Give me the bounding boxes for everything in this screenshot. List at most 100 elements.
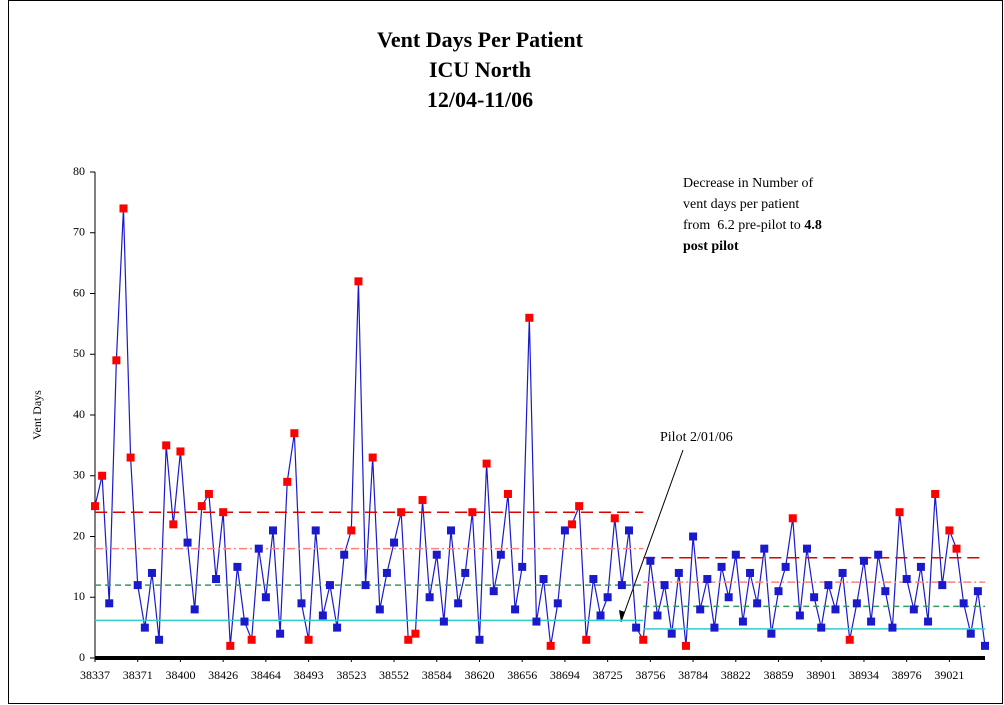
data-point [340,550,349,559]
data-point [902,575,911,584]
data-point [845,635,854,644]
data-point [909,605,918,614]
data-point [660,581,669,590]
x-tick-label: 38620 [464,668,494,682]
data-point [703,575,712,584]
annotation: post pilot [683,239,739,254]
data-point [126,453,135,462]
x-tick-label: 38426 [208,668,238,682]
data-point [382,568,391,577]
data-point [418,496,427,505]
annotation: from 6.2 pre-pilot to [683,218,804,233]
data-point [803,544,811,553]
data-point [98,471,107,480]
pilot-arrow [620,449,684,623]
data-point [368,453,377,462]
x-tick-label: 38552 [379,668,409,682]
data-point [411,629,420,638]
data-point [973,587,982,596]
x-tick-label: 38901 [806,668,836,682]
data-point [731,550,740,559]
data-point [439,617,448,626]
data-point [546,641,555,650]
data-point [959,599,968,608]
data-point [290,429,299,438]
chart-subtitle: 12/04-11/06 [427,87,533,112]
data-point [874,550,883,559]
data-point [133,581,142,590]
y-tick-label: 0 [79,650,85,664]
data-point [461,568,470,577]
data-point [596,611,605,620]
annotation: vent days per patient [683,197,799,212]
y-tick-label: 50 [73,346,85,360]
annotation: from 6.2 pre-pilot to 4.8 [683,218,822,233]
data-point [767,629,776,638]
data-point [432,550,441,559]
data-point [981,641,989,650]
data-point [496,550,505,559]
data-point [945,526,954,535]
data-point [468,508,477,517]
data-point [112,356,121,365]
data-point [425,593,434,602]
data-point [859,556,868,565]
data-point [603,593,612,602]
x-tick-label: 38725 [593,668,623,682]
data-point [924,617,933,626]
data-point [710,623,719,632]
data-point [653,611,662,620]
x-tick-label: 38493 [294,668,324,682]
y-tick-label: 10 [73,589,85,603]
data-point [447,526,455,535]
data-point [489,587,498,596]
data-point [810,593,819,602]
y-tick-label: 60 [73,285,85,299]
data-point [325,581,334,590]
data-point [553,599,562,608]
chart-title: Vent Days Per Patient [377,27,584,52]
data-point [532,617,541,626]
data-point [582,635,591,644]
data-point [746,568,755,577]
data-point [482,459,491,468]
x-tick-label: 38464 [251,668,281,682]
data-point [183,538,192,547]
data-point [867,617,876,626]
chart-frame [8,0,1003,704]
data-point [261,593,270,602]
data-point [475,635,484,644]
y-axis-label: Vent Days [30,390,44,440]
data-point [361,581,370,590]
data-point [404,635,413,644]
y-tick-label: 80 [73,164,85,178]
x-tick-label: 38523 [336,668,366,682]
x-tick-label: 38371 [123,668,153,682]
data-point [219,508,228,517]
data-line [94,208,986,646]
data-point [568,520,577,529]
data-point [888,623,897,632]
data-point [681,641,690,650]
data-point [589,575,598,584]
data-point [140,623,149,632]
x-tick-label: 38822 [721,668,751,682]
data-point [240,617,249,626]
x-tick-label: 38584 [422,668,452,682]
data-point [753,599,762,608]
data-point [795,611,804,620]
data-point [233,562,242,571]
data-point [304,635,313,644]
data-point [119,204,128,213]
data-point [539,575,548,584]
data-point [824,581,833,590]
data-point [639,635,648,644]
y-tick-label: 40 [73,407,85,421]
data-point [938,581,947,590]
x-tick-label: 38656 [507,668,537,682]
data-point [105,599,114,608]
data-point [162,441,171,450]
data-point [333,623,342,632]
data-point [226,641,235,650]
